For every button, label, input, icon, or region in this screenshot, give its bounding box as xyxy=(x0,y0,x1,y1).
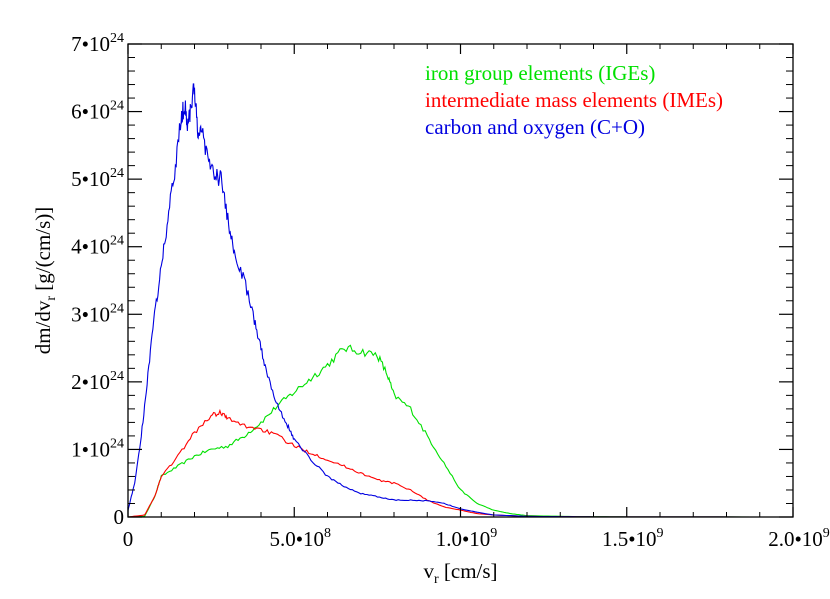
legend-entry-2: intermediate mass elements (IMEs) xyxy=(425,88,723,112)
x-tick-label: 5.0•108 xyxy=(269,526,331,551)
y-axis-title: dm/dvr [g/(cm/s)] xyxy=(31,207,59,355)
legend: iron group elements (IGEs) intermediate m… xyxy=(425,61,723,139)
y-tick-label: 5•1024 xyxy=(71,166,124,191)
x-tick-label: 0 xyxy=(123,527,134,551)
y-tick-label: 2•1024 xyxy=(71,369,124,394)
x-axis-title: vr [cm/s] xyxy=(423,559,497,587)
y-tick-label: 0 xyxy=(114,505,125,529)
x-tick-label: 2.0•109 xyxy=(768,526,830,551)
series-line-2 xyxy=(127,408,793,518)
y-tick-label: 1•1024 xyxy=(71,436,124,461)
y-tick-label: 7•1024 xyxy=(71,31,124,56)
series-line-3 xyxy=(127,83,793,518)
series-lines xyxy=(127,83,793,518)
x-tick-label: 1.0•109 xyxy=(436,526,498,551)
y-tick-label: 4•1024 xyxy=(71,234,124,259)
y-tick-label: 6•1024 xyxy=(71,99,124,124)
series-line-1 xyxy=(127,344,793,518)
axis-ticks xyxy=(127,43,794,518)
x-tick-label: 1.5•109 xyxy=(602,526,664,551)
y-tick-label: 3•1024 xyxy=(71,301,124,326)
legend-entry-3: carbon and oxygen (C+O) xyxy=(425,115,645,139)
legend-entry-1: iron group elements (IGEs) xyxy=(425,61,655,85)
tick-labels: 0 5.0•108 1.0•109 1.5•109 2.0•109 0 1•1024 2•10… xyxy=(71,31,830,551)
